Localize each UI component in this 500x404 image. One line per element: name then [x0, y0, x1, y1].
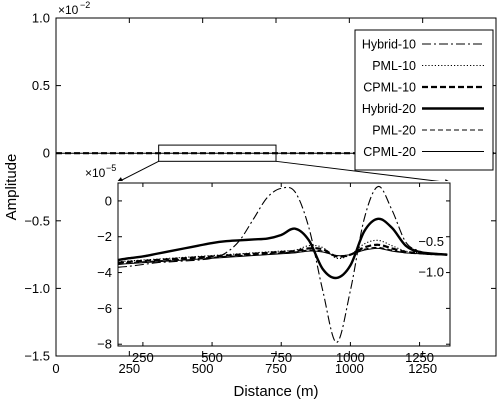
y-axis-label: Amplitude — [3, 154, 20, 221]
legend-label: PML-10 — [372, 59, 416, 73]
inset-y-tick-label: −4 — [97, 265, 112, 280]
legend: Hybrid-10 PML-10 CPML-10 Hybrid-20 PML-20 CPM… — [354, 29, 494, 171]
zoom-connector-left — [115, 160, 159, 184]
main-x-tick-label: 1250 — [408, 361, 437, 376]
main-x-tick-label: 500 — [192, 361, 214, 376]
inset-series-cpml-10 — [117, 243, 448, 264]
inset-series-pml-20 — [117, 246, 448, 265]
main-y-tick-label: −1.5 — [24, 349, 50, 364]
main-scale-exponent: −2 — [80, 0, 90, 10]
legend-label: PML-20 — [372, 124, 416, 138]
main-y-tick-label: 0.5 — [32, 78, 50, 93]
inset-scale-label: ×10 — [85, 166, 106, 180]
main-y-tick-label: −1.0 — [24, 281, 50, 296]
legend-label: CPML-10 — [363, 81, 416, 95]
main-x-tick-label: 250 — [118, 361, 140, 376]
x-axis-label: Distance (m) — [233, 383, 318, 400]
main-y-tick-label: 1.0 — [32, 11, 50, 26]
legend-label: CPML-20 — [363, 145, 416, 159]
inset-y-tick-label: −2 — [97, 229, 112, 244]
legend-label: Hybrid-10 — [362, 38, 416, 52]
inset-right-tick-label: −0.5 — [418, 234, 444, 249]
main-y-tick-label: 0 — [43, 146, 50, 161]
inset-background — [83, 181, 452, 349]
main-x-tick-label: 750 — [265, 361, 287, 376]
inset-ticks: 250 500 750 1000 1250 0 −2 −4 −6 −8 −0.5 −1.0 — [97, 183, 450, 365]
inset-series-lines — [117, 186, 448, 343]
main-ticks: 0 250 500 750 1000 1250 1.0 0.5 0 −0.5 −1.0 −1.5 — [24, 11, 496, 376]
inset-y-tick-label: −8 — [97, 337, 112, 352]
inset-plot: 250 500 750 1000 1250 0 −2 −4 −6 −8 −0.5 −1.0 ×10 −… — [83, 163, 452, 365]
inset-series-hybrid-10 — [117, 186, 448, 343]
zoom-connector-right — [275, 160, 453, 184]
inset-y-tick-label: −6 — [97, 301, 112, 316]
main-y-tick-label: −0.5 — [24, 213, 50, 228]
main-scale-label: ×10 — [58, 3, 79, 17]
legend-box — [354, 29, 494, 171]
inset-series-hybrid-20 — [117, 217, 448, 280]
inset-x-tick-label: 500 — [201, 350, 223, 365]
zoom-box — [158, 144, 277, 162]
main-x-tick-label: 1000 — [335, 361, 364, 376]
main-x-tick-label: 0 — [52, 361, 59, 376]
inset-right-tick-label: −1.0 — [418, 264, 444, 279]
inset-scale-exponent: −5 — [106, 163, 116, 173]
inset-y-tick-label: 0 — [105, 193, 112, 208]
legend-label: Hybrid-20 — [362, 102, 416, 116]
inset-x-tick-label: 1000 — [336, 350, 365, 365]
inset-x-tick-label: 250 — [132, 350, 154, 365]
inset-x-tick-label: 1250 — [405, 350, 434, 365]
inset-series-cpml-20 — [117, 247, 448, 265]
inset-x-tick-label: 750 — [270, 350, 292, 365]
